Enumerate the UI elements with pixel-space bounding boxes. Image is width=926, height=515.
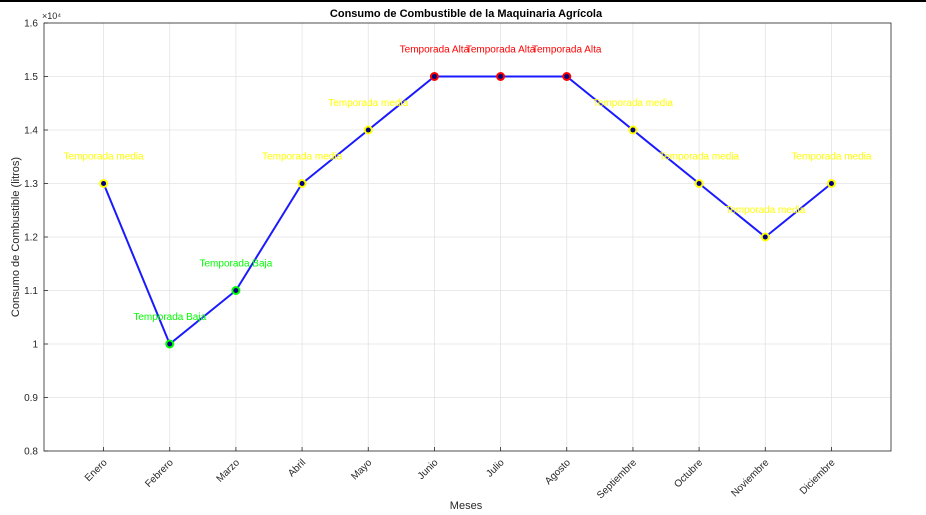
data-point bbox=[297, 179, 307, 188]
y-axis-label: Consumo de Combustible (litros) bbox=[10, 157, 22, 317]
y-tick-label: 1.5 bbox=[24, 72, 38, 83]
season-annotation: Temporada Alta bbox=[400, 45, 470, 56]
season-annotation: Temporada media bbox=[659, 152, 739, 163]
data-point bbox=[363, 125, 373, 135]
y-tick-label: 0.8 bbox=[24, 447, 38, 458]
season-annotation: Temporada Alta bbox=[532, 45, 602, 56]
data-point bbox=[826, 179, 836, 188]
y-exponent-label: ×10⁴ bbox=[42, 11, 61, 21]
x-axis-label: Meses bbox=[450, 500, 483, 510]
x-tick-label: Mayo bbox=[349, 457, 374, 482]
series-line bbox=[102, 75, 833, 346]
x-tick-label: Enero bbox=[83, 457, 110, 484]
season-annotation: Temporada Baja bbox=[199, 259, 272, 270]
data-point bbox=[628, 125, 638, 135]
x-tick-label: Julio bbox=[484, 457, 507, 480]
ticks: 0.8 0.9 1 1.1 1.2 1.3 1.4 1.5 1.6 Enero Febrero Mar… bbox=[24, 19, 838, 502]
annotations: Temporada media Temporada Baja Temporada B… bbox=[64, 45, 872, 324]
data-point bbox=[496, 72, 506, 81]
x-tick-label: Diciembre bbox=[798, 457, 838, 497]
data-point bbox=[231, 286, 241, 295]
season-annotation: Temporada media bbox=[262, 152, 342, 163]
x-tick-label: Abril bbox=[286, 457, 308, 479]
x-tick-label: Noviembre bbox=[729, 457, 771, 499]
y-tick-label: 1.3 bbox=[24, 179, 38, 190]
data-point bbox=[429, 72, 439, 81]
y-tick-label: 0.9 bbox=[24, 393, 38, 404]
data-point bbox=[165, 339, 175, 349]
x-tick-label: Marzo bbox=[215, 457, 243, 485]
y-tick-label: 1.6 bbox=[24, 19, 38, 30]
season-annotation: Temporada media bbox=[791, 152, 871, 163]
y-tick-label: 1.4 bbox=[24, 126, 38, 137]
x-tick-label: Septiembre bbox=[595, 457, 639, 501]
data-point bbox=[562, 72, 572, 81]
data-point bbox=[99, 179, 109, 188]
season-annotation: Temporada media bbox=[593, 98, 673, 109]
y-tick-label: 1 bbox=[32, 340, 38, 351]
x-tick-label: Junio bbox=[416, 457, 441, 482]
y-tick-label: 1.1 bbox=[24, 286, 38, 297]
data-point bbox=[760, 232, 770, 242]
x-tick-label: Febrero bbox=[143, 457, 176, 490]
top-border-line bbox=[0, 0, 926, 2]
chart-title: Consumo de Combustible de la Maquinaria … bbox=[330, 8, 603, 20]
season-annotation: Temporada media bbox=[64, 152, 144, 163]
season-annotation: Temporada Alta bbox=[466, 45, 536, 56]
season-annotation: Temporada media bbox=[725, 205, 805, 216]
grid bbox=[44, 22, 891, 452]
season-annotation: Temporada Baja bbox=[133, 312, 206, 323]
series bbox=[99, 72, 836, 349]
y-tick-label: 1.2 bbox=[24, 233, 38, 244]
data-point bbox=[694, 179, 704, 188]
season-annotation: Temporada media bbox=[328, 98, 408, 109]
x-tick-label: Agosto bbox=[543, 457, 573, 487]
x-tick-label: Octubre bbox=[672, 457, 705, 490]
